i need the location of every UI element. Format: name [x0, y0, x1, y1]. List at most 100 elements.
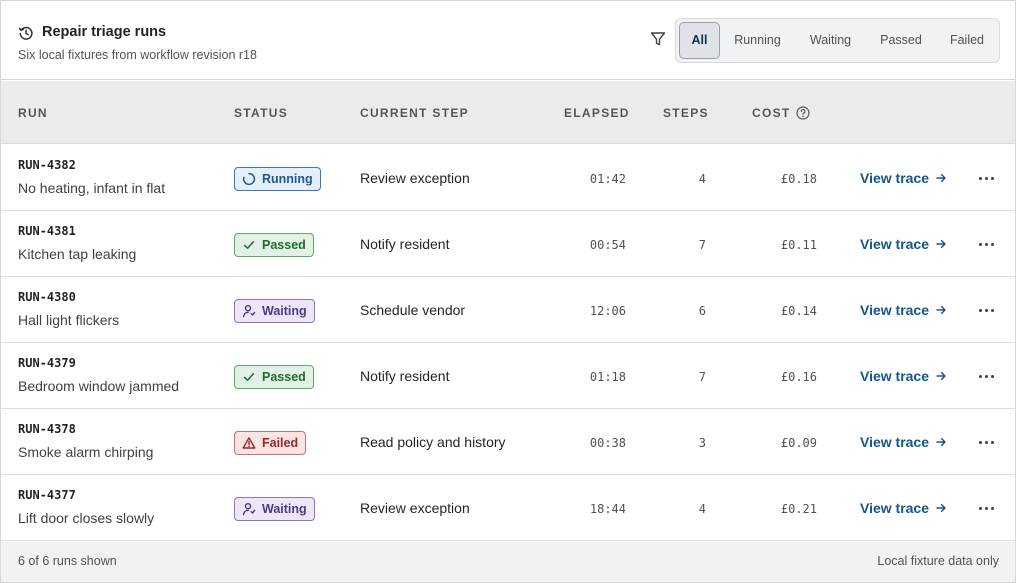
panel-header: Repair triage runs Six local fixtures fr…	[1, 1, 1015, 80]
run-cost: £0.09	[780, 436, 817, 450]
status-filter-segmented: All Running Waiting Passed Failed	[675, 18, 1000, 63]
current-step: Notify resident	[360, 236, 450, 252]
step-count: 4	[698, 502, 706, 516]
arrow-right-icon	[936, 239, 946, 249]
status-badge: Running	[234, 167, 321, 191]
step-count: 6	[698, 304, 706, 318]
table-row[interactable]: RUN-4381 Kitchen tap leaking Passed Notify …	[1, 211, 1015, 277]
table-header: RUN STATUS CURRENT STEP ELAPSED STEPS CO…	[1, 81, 1015, 144]
filter-icon[interactable]	[649, 30, 667, 48]
filter-failed[interactable]: Failed	[949, 33, 985, 47]
run-id: RUN-4379	[18, 356, 76, 370]
current-step: Review exception	[360, 170, 470, 186]
status-label: Waiting	[262, 502, 307, 516]
step-count: 3	[698, 436, 706, 450]
arrow-right-icon	[936, 503, 946, 513]
status-label: Running	[262, 172, 313, 186]
run-cost: £0.21	[780, 502, 817, 516]
step-count: 4	[698, 172, 706, 186]
column-run[interactable]: RUN	[18, 106, 48, 120]
table-row[interactable]: RUN-4377 Lift door closes slowly Waiting Re…	[1, 475, 1015, 541]
view-trace-link[interactable]: View trace	[860, 302, 947, 318]
status-label: Passed	[262, 370, 306, 384]
run-description: Smoke alarm chirping	[18, 444, 154, 460]
current-step: Review exception	[360, 500, 470, 516]
status-badge: Passed	[234, 365, 314, 389]
view-trace-label: View trace	[860, 170, 930, 186]
view-trace-link[interactable]: View trace	[860, 368, 947, 384]
run-cost: £0.16	[780, 370, 817, 384]
more-options-icon[interactable]	[976, 499, 996, 517]
help-circle-icon[interactable]	[795, 106, 810, 120]
table-row[interactable]: RUN-4382 No heating, infant in flat Runnin…	[1, 145, 1015, 211]
view-trace-label: View trace	[860, 500, 930, 516]
status-label: Passed	[262, 238, 306, 252]
status-badge: Failed	[234, 431, 307, 455]
elapsed-time: 18:44	[589, 502, 626, 516]
filter-passed[interactable]: Passed	[880, 33, 922, 47]
column-steps[interactable]: STEPS	[663, 106, 709, 120]
arrow-right-icon	[936, 371, 946, 381]
status-badge: Passed	[234, 233, 314, 257]
current-step: Schedule vendor	[360, 302, 466, 318]
run-id: RUN-4377	[18, 488, 76, 502]
check-icon	[243, 241, 255, 249]
elapsed-time: 01:18	[589, 370, 626, 384]
more-options-icon[interactable]	[976, 235, 996, 253]
elapsed-time: 12:06	[589, 304, 626, 318]
check-icon	[243, 373, 255, 381]
table-row[interactable]: RUN-4378 Smoke alarm chirping Failed Read p…	[1, 409, 1015, 475]
column-current-step[interactable]: CURRENT STEP	[360, 106, 469, 120]
status-badge: Waiting	[234, 299, 315, 323]
run-cost: £0.11	[780, 238, 817, 252]
filter-running[interactable]: Running	[734, 33, 781, 47]
table-row[interactable]: RUN-4379 Bedroom window jammed Passed Notif…	[1, 343, 1015, 409]
more-options-icon[interactable]	[976, 433, 996, 451]
page-title: Repair triage runs	[42, 24, 167, 40]
column-cost-header: COST	[752, 106, 810, 120]
more-options-icon[interactable]	[976, 169, 996, 187]
elapsed-time: 00:54	[589, 238, 626, 252]
run-description: Lift door closes slowly	[18, 510, 155, 526]
history-timer-icon	[18, 26, 33, 40]
run-description: Hall light flickers	[18, 312, 120, 328]
column-cost[interactable]: COST	[752, 106, 791, 120]
column-status[interactable]: STATUS	[234, 106, 289, 120]
view-trace-label: View trace	[860, 368, 930, 384]
status-label: Waiting	[262, 304, 307, 318]
step-count: 7	[698, 238, 706, 252]
user-clock-icon	[242, 502, 256, 516]
run-description: Kitchen tap leaking	[18, 246, 137, 262]
filter-all[interactable]: All	[679, 22, 720, 59]
run-id: RUN-4380	[18, 290, 76, 304]
status-label: Failed	[262, 436, 299, 450]
view-trace-link[interactable]: View trace	[860, 434, 947, 450]
more-options-icon[interactable]	[976, 301, 996, 319]
table-row[interactable]: RUN-4380 Hall light flickers Waiting Schedu…	[1, 277, 1015, 343]
row-count: 6 of 6 runs shown	[18, 554, 117, 568]
table-footer: 6 of 6 runs shown Local fixture data onl…	[1, 542, 1015, 582]
run-id: RUN-4378	[18, 422, 76, 436]
arrow-right-icon	[936, 437, 946, 447]
run-cost: £0.14	[780, 304, 817, 318]
view-trace-label: View trace	[860, 434, 930, 450]
run-cost: £0.18	[780, 172, 817, 186]
more-options-icon[interactable]	[976, 367, 996, 385]
current-step: Notify resident	[360, 368, 450, 384]
status-badge: Waiting	[234, 497, 315, 521]
run-description: No heating, infant in flat	[18, 180, 166, 196]
data-source-note: Local fixture data only	[877, 554, 999, 568]
arrow-right-icon	[936, 305, 946, 315]
view-trace-link[interactable]: View trace	[860, 236, 947, 252]
column-elapsed[interactable]: ELAPSED	[564, 106, 630, 120]
view-trace-link[interactable]: View trace	[860, 170, 947, 186]
warning-triangle-icon	[242, 437, 256, 449]
view-trace-label: View trace	[860, 302, 930, 318]
step-count: 7	[698, 370, 706, 384]
view-trace-label: View trace	[860, 236, 930, 252]
current-step: Read policy and history	[360, 434, 506, 450]
spinner-icon	[242, 172, 256, 186]
filter-waiting[interactable]: Waiting	[809, 33, 852, 47]
view-trace-link[interactable]: View trace	[860, 500, 947, 516]
